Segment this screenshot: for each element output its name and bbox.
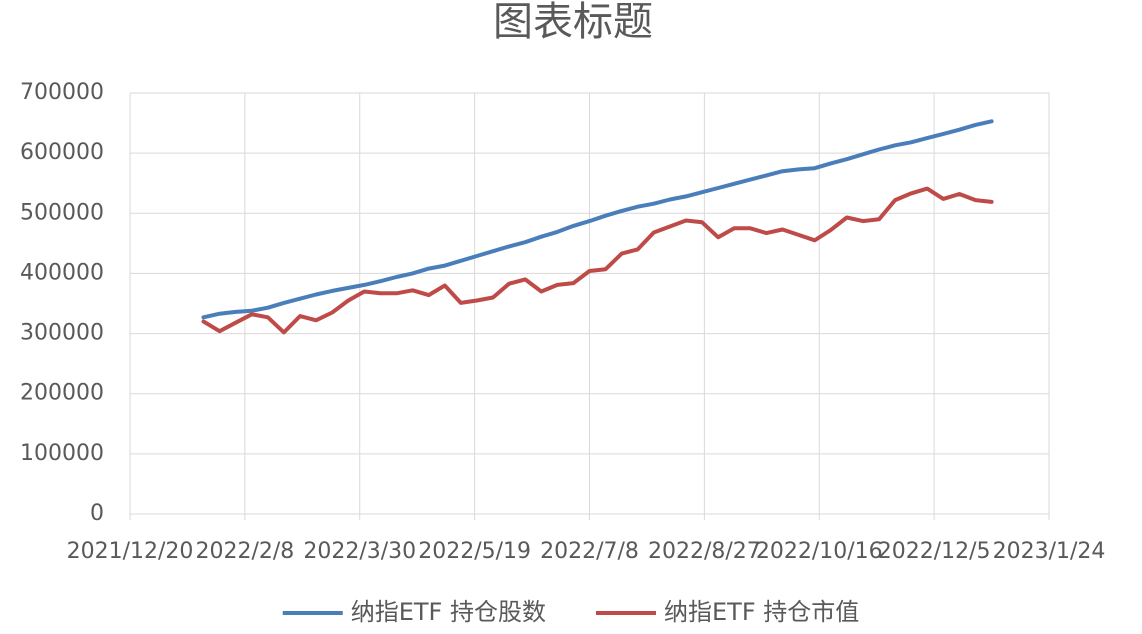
legend-label: 纳指ETF 持仓股数 xyxy=(351,598,546,626)
x-tick-label: 2022/3/30 xyxy=(303,539,416,564)
chart-title: 图表标题 xyxy=(493,0,653,45)
x-tick-label: 2022/8/27 xyxy=(648,539,761,564)
y-tick-label: 100000 xyxy=(20,441,104,466)
y-tick-label: 0 xyxy=(90,501,104,526)
x-tick-label: 2023/1/24 xyxy=(993,539,1106,564)
y-tick-label: 200000 xyxy=(20,381,104,406)
x-tick-label: 2022/2/8 xyxy=(195,539,294,564)
y-tick-label: 400000 xyxy=(20,260,104,285)
legend-label: 纳指ETF 持仓市值 xyxy=(664,598,859,626)
y-tick-label: 700000 xyxy=(20,80,104,105)
x-tick-label: 2022/5/19 xyxy=(418,539,531,564)
x-tick-label: 2021/12/20 xyxy=(67,539,194,564)
x-tick-label: 2022/7/8 xyxy=(540,539,639,564)
x-tick-label: 2022/10/16 xyxy=(756,539,883,564)
series-line xyxy=(201,119,994,320)
y-tick-label: 600000 xyxy=(20,140,104,165)
x-tick-label: 2022/12/5 xyxy=(878,539,991,564)
series-line xyxy=(201,186,994,335)
y-tick-label: 300000 xyxy=(20,321,104,346)
y-tick-label: 500000 xyxy=(20,200,104,225)
